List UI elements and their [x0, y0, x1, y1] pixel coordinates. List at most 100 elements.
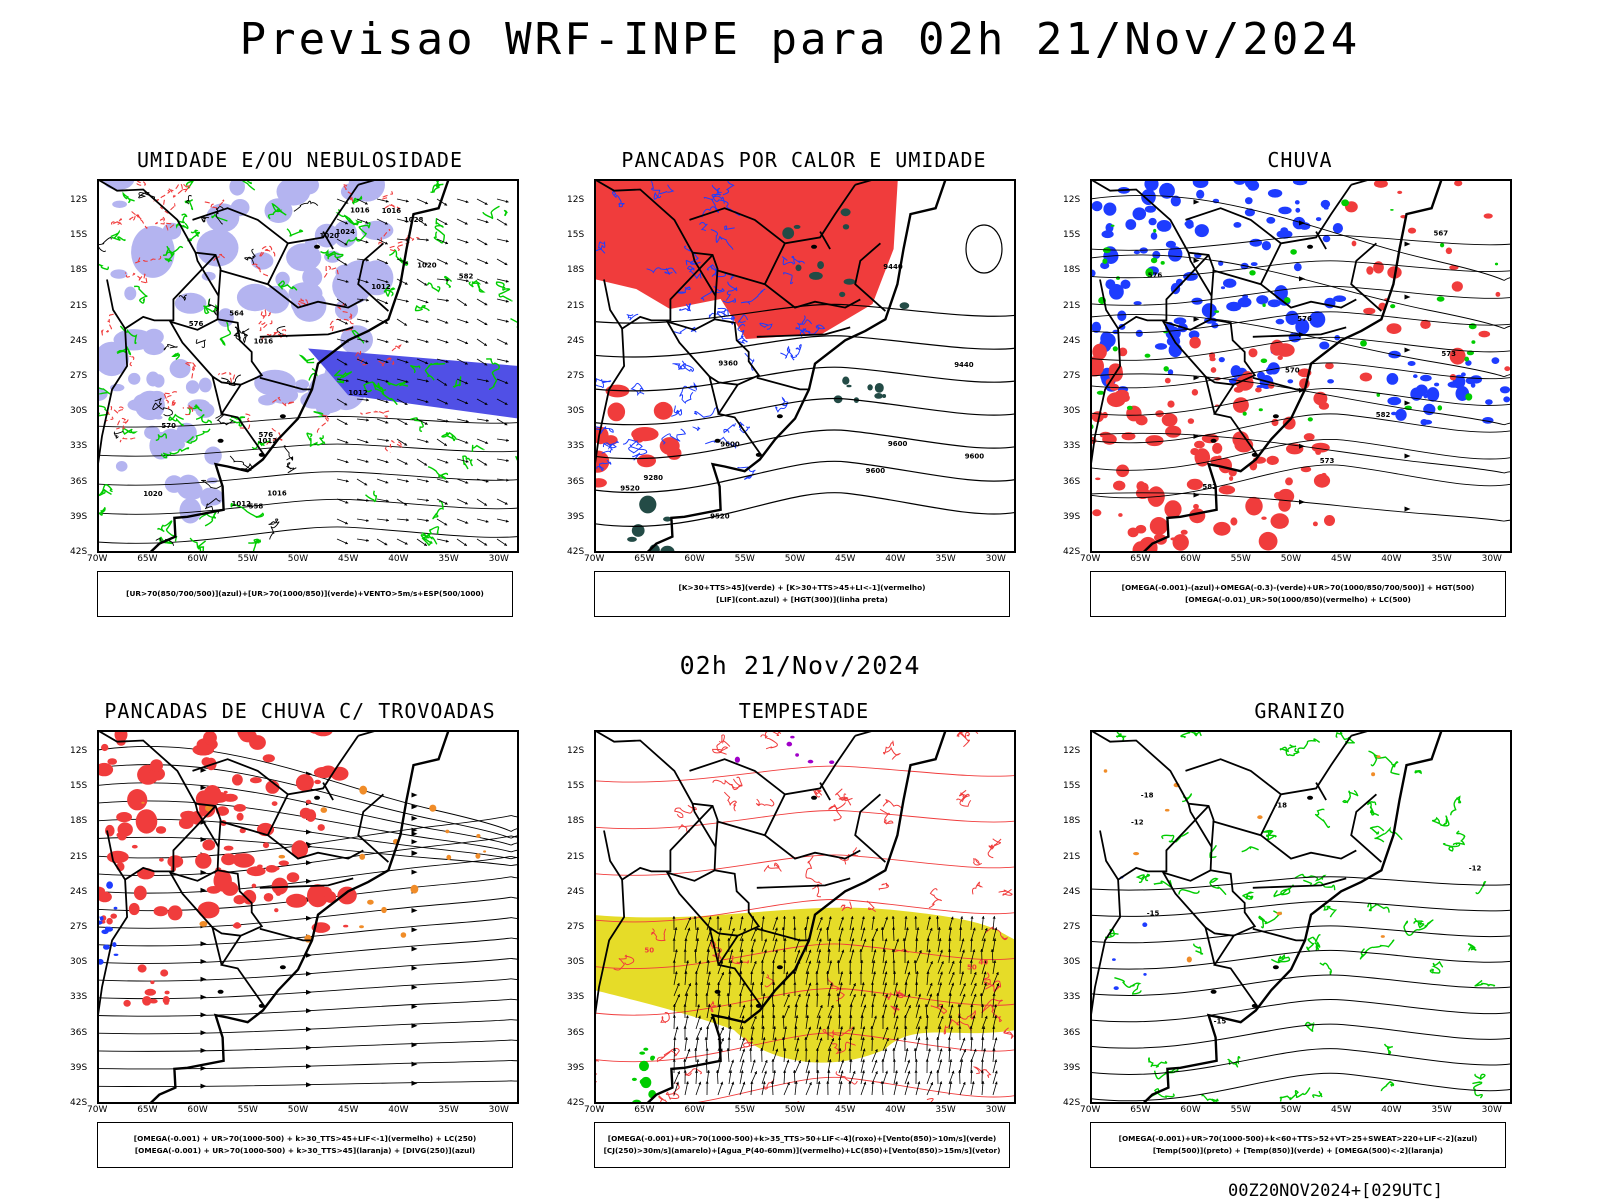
lat-tick-label: 12S: [70, 746, 87, 756]
temp500-isoline: [1090, 1000, 1512, 1022]
instability-red-area: [637, 454, 656, 467]
thickness-contour: [102, 311, 116, 336]
wind850-vector: [915, 1059, 918, 1062]
lon-tick-label: 40W: [388, 1105, 408, 1115]
wind-vector: [426, 440, 429, 443]
precipitable-water-contour: [724, 792, 736, 811]
lon-tick-label: 40W: [885, 1105, 905, 1115]
lake: [1211, 439, 1217, 443]
instability-red-area: [631, 427, 658, 441]
lc250-streamline-arrow: [412, 927, 418, 932]
contour-label: -18: [1141, 792, 1154, 800]
lc500-streamline-arrow: [1194, 200, 1200, 205]
contour-label: 9280: [644, 474, 664, 482]
thunderstorm-area: [314, 780, 321, 784]
instability-green-area: [809, 272, 823, 280]
lc500-streamline-arrow: [1299, 500, 1305, 505]
lat-tick-label: 36S: [70, 1028, 87, 1038]
lc250-streamline-arrow: [201, 1066, 207, 1071]
strong-ascent-area: [1437, 296, 1445, 301]
lake: [259, 1004, 265, 1008]
thunderstorm-area: [234, 804, 246, 812]
humid-ascent-area: [1136, 525, 1147, 534]
omega-ascent-area: [1434, 383, 1439, 387]
wind-vector: [406, 480, 409, 483]
lake: [715, 439, 721, 443]
wind850-vector: [695, 1070, 698, 1073]
thunderstorm-area: [237, 813, 244, 821]
wind-vector: [406, 340, 409, 343]
lon-tick-label: 35W: [438, 554, 458, 564]
temp850-contour: [1117, 732, 1126, 741]
precipitable-water-contour: [929, 889, 942, 908]
wind850-vector: [939, 1059, 942, 1062]
wind850-vector: [862, 1059, 865, 1062]
lc250-streamline-arrow: [412, 1081, 418, 1086]
omega-ascent-area: [1324, 206, 1329, 209]
lon-tick-label: 30W: [489, 1105, 509, 1115]
humid-ascent-area: [1219, 485, 1235, 494]
convection-area: [321, 807, 328, 813]
humid-ascent-area: [1387, 323, 1402, 334]
instability-green-area: [834, 395, 843, 403]
temp850-contour: [1323, 906, 1336, 917]
thunderstorm-area: [150, 759, 163, 772]
lat-tick-label: 12S: [70, 195, 87, 205]
legend-line: [UR>70(850/700/500)](azul)+[UR>70(1000/8…: [98, 588, 512, 600]
wind-vector: [506, 280, 509, 283]
thickness-contour: [154, 189, 182, 201]
temp850-contour: [1149, 1058, 1167, 1067]
precipitable-water-contour: [713, 780, 742, 789]
temp850-contour: [1336, 733, 1354, 745]
temp850-contour: [1475, 980, 1495, 986]
humid-ascent-area: [1484, 213, 1493, 218]
country-border: [855, 794, 885, 862]
lon-tick-label: 60W: [1180, 1105, 1200, 1115]
humid-ascent-area: [1360, 373, 1372, 382]
thunderstorm-area: [203, 785, 221, 806]
lc250-streamline-arrow: [412, 966, 418, 971]
precipitable-water-contour: [766, 738, 777, 748]
lifted-index-contour: [680, 386, 696, 403]
country-border: [757, 878, 850, 887]
wind850-vector: [841, 1071, 844, 1074]
lake: [314, 796, 320, 800]
panel-title-umidade: UMIDADE E/OU NEBULOSIDADE: [80, 148, 520, 172]
legend-box-pancadas-trovoadas: [OMEGA(-0.001) + UR>70(1000-500) + k>30_…: [97, 1122, 513, 1168]
omega-ascent-area: [1166, 241, 1176, 248]
lat-tick-label: 15S: [1063, 230, 1080, 240]
humid-ascent-area: [1189, 337, 1200, 349]
thunderstorm-area: [306, 800, 311, 804]
strong-ascent-area: [1153, 229, 1156, 233]
lat-tick-label: 42S: [70, 1098, 87, 1108]
lc250-streamline: [97, 958, 519, 981]
wind850-vector: [993, 916, 996, 919]
lifted-index-contour: [780, 347, 793, 360]
humid-ascent-area: [1164, 500, 1181, 518]
lat-tick-label: 27S: [567, 922, 584, 932]
humid-ascent-area: [1229, 476, 1233, 481]
country-border: [1186, 759, 1281, 794]
wind-vector: [506, 479, 509, 482]
contour-label: 9440: [954, 361, 974, 369]
instability-red-area: [594, 179, 898, 339]
temp850-contour: [1280, 1088, 1310, 1102]
omega-ascent-area: [1295, 200, 1300, 204]
lon-tick-label: 30W: [489, 554, 509, 564]
hgt300-isoline: [594, 336, 1016, 357]
humidity-contour-green: [188, 230, 199, 240]
contour-label: 1020: [143, 490, 163, 498]
lon-tick-label: 60W: [187, 1105, 207, 1115]
lat-tick-label: 39S: [1063, 512, 1080, 522]
thunderstorm-area: [273, 866, 280, 870]
hgt300-isoline: [966, 225, 1002, 273]
humid-ascent-area: [1188, 418, 1194, 424]
thunderstorm-area: [98, 892, 112, 903]
temp850-contour: [1194, 944, 1203, 954]
thunderstorm-area: [154, 906, 168, 916]
convection-area: [141, 802, 144, 804]
thunderstorm-area: [168, 905, 183, 920]
contour-label: 582: [1376, 411, 1391, 419]
